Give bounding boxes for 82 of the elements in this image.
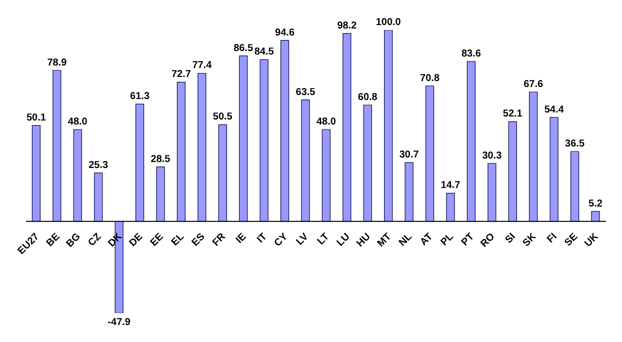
data-label: 50.5 (212, 112, 233, 123)
x-tick-label: SI (503, 231, 518, 246)
data-label: -47.9 (108, 317, 131, 328)
bar (260, 59, 268, 222)
data-label: 77.4 (192, 60, 212, 72)
data-label: 28.5 (150, 154, 171, 165)
bar (384, 30, 393, 222)
x-tick-label: SK (521, 230, 540, 249)
bar (404, 162, 414, 222)
bar (198, 72, 206, 222)
bar (570, 151, 580, 222)
bar (218, 124, 227, 222)
x-tick-label: LV (294, 231, 311, 248)
x-tick-label: BG (64, 231, 84, 250)
x-tick-label: EE (148, 231, 166, 249)
x-tick-label: DE (127, 231, 146, 249)
bar (280, 40, 290, 222)
x-tick-label: LU (334, 231, 352, 249)
x-tick-label: HU (354, 231, 373, 250)
x-tick-label: ES (190, 231, 208, 249)
x-tick-label: BE (44, 231, 62, 249)
data-label: 94.6 (275, 27, 295, 38)
bar (94, 172, 103, 222)
x-tick-label: CY (272, 231, 290, 249)
data-label: 72.7 (171, 69, 192, 80)
x-tick-label: IE (234, 231, 249, 246)
data-label: 63.5 (296, 86, 316, 98)
bar (135, 104, 144, 222)
bar (52, 70, 62, 222)
x-tick-label: CZ (86, 231, 104, 249)
data-label: 52.1 (502, 108, 523, 120)
data-label: 25.3 (88, 160, 109, 171)
x-tick-label: RO (478, 231, 498, 250)
x-tick-label: LT (316, 231, 332, 248)
bar (508, 121, 517, 222)
x-tick-label: UK (582, 230, 602, 250)
bar (550, 116, 558, 222)
data-label: 83.6 (461, 48, 482, 60)
x-tick-label: MT (376, 231, 394, 250)
bar (363, 104, 372, 222)
bar (446, 192, 455, 222)
x-tick-label: NL (397, 231, 414, 249)
x-tick-label: PT (460, 231, 476, 248)
data-label: 50.1 (26, 112, 46, 124)
data-label: 54.4 (544, 104, 564, 116)
data-label: 48.0 (316, 116, 336, 128)
bar (488, 163, 496, 222)
bar (73, 129, 82, 222)
x-tick-label: FR (210, 230, 228, 249)
data-label: 36.5 (565, 138, 585, 150)
bar (32, 125, 41, 222)
bar (342, 33, 352, 222)
bar (239, 56, 248, 222)
x-tick-label: EL (170, 231, 186, 248)
data-label: 61.3 (130, 91, 150, 102)
x-tick-label: IT (255, 231, 270, 246)
data-label: 84.5 (254, 46, 274, 58)
x-tick-label: FI (545, 231, 560, 246)
bar (156, 166, 165, 222)
bar (529, 92, 538, 222)
data-label: 30.7 (399, 150, 420, 161)
bar (591, 211, 600, 222)
data-label: 5.2 (588, 198, 603, 210)
data-label: 30.3 (482, 150, 502, 162)
data-label: 48.0 (68, 116, 88, 128)
x-tick-label: DK (106, 230, 125, 250)
bar (176, 82, 186, 222)
data-label: 98.2 (337, 20, 358, 32)
data-label: 14.7 (440, 180, 461, 192)
bar (466, 61, 476, 222)
bar (301, 100, 310, 222)
data-label: 78.9 (47, 57, 68, 68)
data-label: 60.8 (358, 92, 378, 104)
bar (322, 129, 331, 222)
x-tick-label: AT (418, 231, 436, 248)
data-label: 70.8 (420, 72, 440, 84)
data-label: 86.5 (234, 42, 254, 54)
data-label: 100.0 (376, 17, 402, 28)
x-tick-label: PL (438, 231, 456, 248)
data-label: 67.6 (524, 78, 544, 90)
bar (425, 86, 434, 222)
x-tick-label: SE (562, 231, 580, 249)
